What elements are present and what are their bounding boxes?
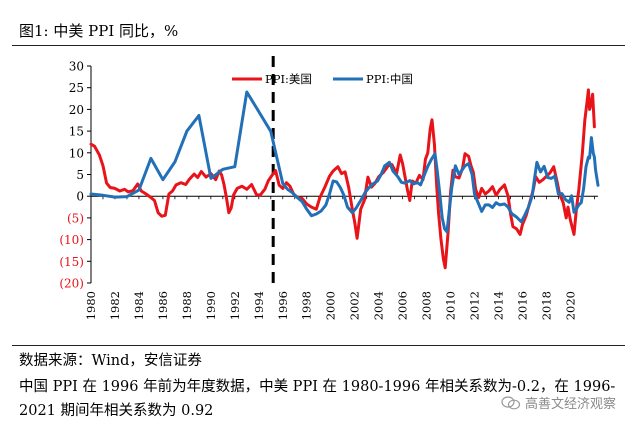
x-tick-label: 1984 bbox=[132, 291, 146, 320]
x-tick-label: 1982 bbox=[108, 291, 122, 320]
watermark-text: 高善文经济观察 bbox=[525, 397, 617, 412]
x-tick-label: 1988 bbox=[180, 291, 194, 320]
x-tick-label: 2010 bbox=[444, 291, 458, 320]
x-tick-label: 1996 bbox=[276, 291, 290, 320]
x-tick-label: 2000 bbox=[324, 291, 338, 320]
x-tick-label: 1998 bbox=[300, 291, 314, 320]
correlation-note-line2: 2021 期间年相关系数为 0.92 bbox=[19, 403, 214, 419]
x-tick-label: 1994 bbox=[252, 291, 266, 320]
x-tick-label: 1980 bbox=[84, 291, 98, 320]
y-tick-label: (20) bbox=[59, 277, 84, 291]
legend: PPI:美国 PPI:中国 bbox=[232, 72, 413, 86]
x-tick-label: 2012 bbox=[468, 291, 482, 320]
legend-label: PPI:美国 bbox=[265, 72, 312, 86]
y-tick-label: (15) bbox=[59, 255, 84, 269]
y-tick-label: 30 bbox=[69, 60, 84, 74]
chart-title: 图1: 中美 PPI 同比，% bbox=[19, 22, 179, 40]
bottom-divider bbox=[12, 345, 625, 346]
us-ppi-line bbox=[89, 88, 596, 270]
y-axis: 30 25 20 15 10 5 0 (5) (10) (15) (20) bbox=[59, 60, 92, 291]
y-tick-label: 15 bbox=[69, 125, 84, 139]
y-tick-label: 20 bbox=[69, 103, 84, 117]
watermark: 高善文经济观察 bbox=[501, 393, 616, 412]
y-tick-label: (10) bbox=[59, 233, 84, 247]
y-tick-label: 10 bbox=[69, 146, 84, 160]
source-note: 数据来源：Wind，安信证券 bbox=[19, 353, 202, 369]
x-tick-label: 2016 bbox=[515, 291, 529, 320]
legend-label: PPI:中国 bbox=[366, 72, 413, 86]
china-ppi-line bbox=[89, 90, 600, 234]
x-axis: 1980 1982 1984 1986 1988 1990 1992 1994 1996 1998… bbox=[84, 195, 598, 320]
y-tick-label: 5 bbox=[76, 168, 84, 182]
correlation-note-line1: 中国 PPI 在 1996 年前为年度数据，中美 PPI 在 1980-1996… bbox=[19, 379, 616, 395]
y-tick-label: 0 bbox=[76, 190, 84, 204]
y-tick-label: 25 bbox=[69, 81, 84, 95]
x-tick-label: 2006 bbox=[396, 291, 410, 320]
x-tick-label: 2002 bbox=[348, 291, 362, 320]
x-tick-label: 2004 bbox=[372, 291, 386, 320]
x-tick-label: 2008 bbox=[420, 291, 434, 320]
x-tick-label: 1990 bbox=[204, 291, 218, 320]
y-tick-label: (5) bbox=[67, 211, 84, 225]
x-tick-label: 2020 bbox=[563, 291, 577, 320]
wechat-icon bbox=[501, 395, 521, 409]
ppi-line-chart: 30 25 20 15 10 5 0 (5) (10) (15) (20) 1980 1982 1984… bbox=[59, 56, 600, 320]
x-tick-label: 1992 bbox=[228, 291, 242, 320]
x-tick-label: 1986 bbox=[156, 291, 170, 320]
series-group bbox=[89, 56, 600, 288]
x-tick-label: 2014 bbox=[492, 291, 506, 320]
top-divider bbox=[12, 45, 625, 46]
x-tick-label: 2018 bbox=[539, 291, 553, 320]
